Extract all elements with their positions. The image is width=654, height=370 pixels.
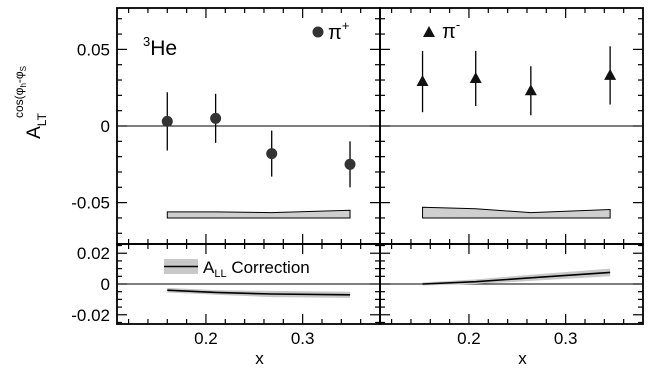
- legend-marker-circle: [313, 27, 324, 38]
- y-axis-label-superscript: cos(φh-φS: [12, 66, 28, 118]
- y-tick-label: 0.02: [77, 244, 110, 263]
- y-tick-label: 0.05: [77, 40, 110, 59]
- y-axis-label-main: ALT: [24, 112, 49, 138]
- x-axis-label: x: [518, 349, 527, 368]
- data-point-triangle: [525, 84, 537, 95]
- y-tick-label: 0: [101, 117, 110, 136]
- data-point-triangle: [470, 72, 482, 83]
- x-tick-label: 0.2: [194, 329, 218, 348]
- y-tick-label: 0: [101, 275, 110, 294]
- y-tick-label: -0.02: [71, 306, 110, 325]
- x-tick-label: 0.3: [291, 329, 315, 348]
- data-point-circle: [266, 148, 277, 159]
- data-point-triangle: [604, 69, 616, 80]
- x-tick-label: 0.3: [554, 329, 578, 348]
- legend-label-all-correction: ALL Correction: [203, 258, 310, 280]
- data-point-triangle: [417, 75, 429, 86]
- target-label: 3He: [143, 34, 177, 60]
- data-point-circle: [162, 116, 173, 127]
- legend-marker-triangle: [423, 26, 435, 37]
- legend-label-pi-plus: π+: [328, 18, 349, 44]
- data-point-circle: [210, 113, 221, 124]
- y-tick-label: -0.05: [71, 194, 110, 213]
- x-tick-label: 0.2: [457, 329, 481, 348]
- all-correction-line: [423, 272, 611, 284]
- x-axis-label: x: [255, 349, 264, 368]
- systematic-band: [423, 207, 611, 218]
- systematic-band: [167, 210, 350, 218]
- data-point-circle: [345, 159, 356, 170]
- legend-label-pi-minus: π-: [442, 17, 460, 43]
